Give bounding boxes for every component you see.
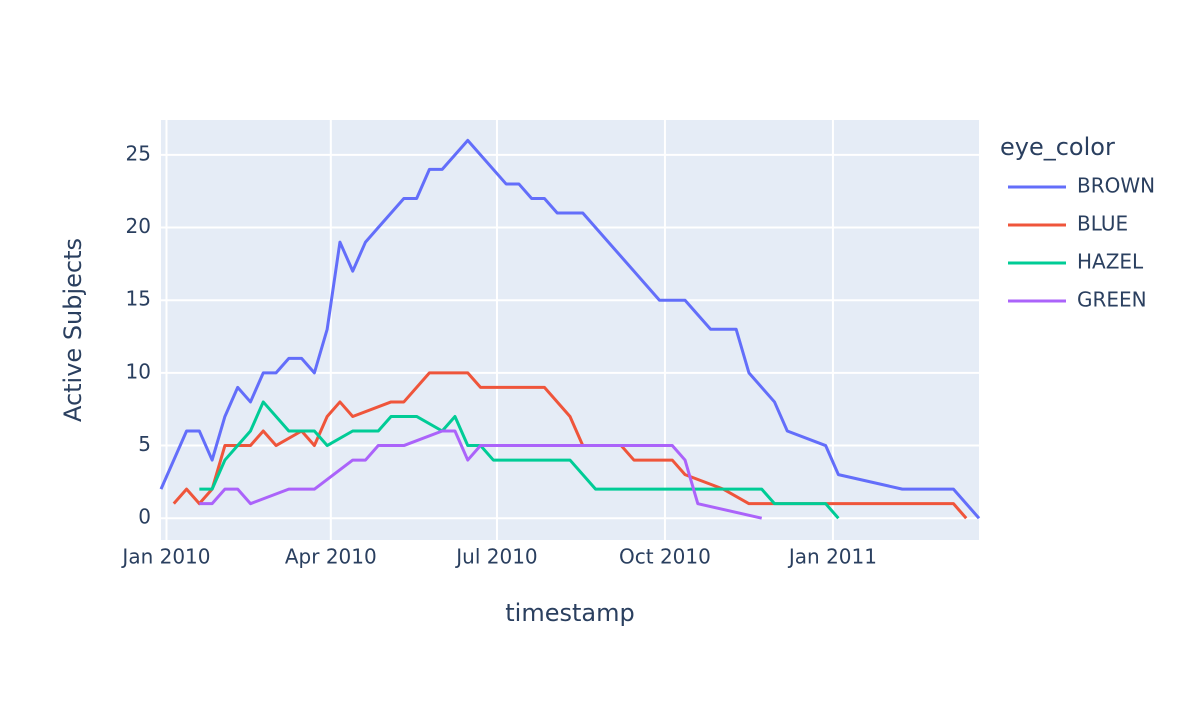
- y-tick-label: 0: [138, 505, 151, 529]
- series-line: [159, 138, 981, 520]
- x-axis-title: timestamp: [505, 599, 634, 627]
- series-line: [199, 400, 840, 520]
- legend-label: GREEN: [1077, 288, 1147, 312]
- y-tick-label: 10: [126, 359, 151, 383]
- x-tick-label: Jan 2010: [120, 545, 210, 569]
- legend-label: BLUE: [1077, 212, 1128, 236]
- x-tick-label: Jan 2011: [787, 545, 877, 569]
- plot-area: [161, 120, 979, 540]
- series-line: [199, 429, 763, 520]
- y-tick-label: 20: [126, 214, 151, 238]
- x-tick-label: Jul 2010: [454, 545, 537, 569]
- legend-label: HAZEL: [1077, 250, 1144, 274]
- series-line: [172, 371, 968, 520]
- x-tick-label: Apr 2010: [285, 545, 377, 569]
- x-tick-label: Oct 2010: [619, 545, 711, 569]
- y-axis-title: Active Subjects: [59, 238, 87, 422]
- legend-title: eye_color: [1000, 133, 1115, 161]
- y-tick-label: 25: [126, 141, 151, 165]
- legend-label: BROWN: [1077, 174, 1155, 198]
- y-tick-label: 15: [126, 287, 151, 311]
- y-tick-label: 5: [138, 432, 151, 456]
